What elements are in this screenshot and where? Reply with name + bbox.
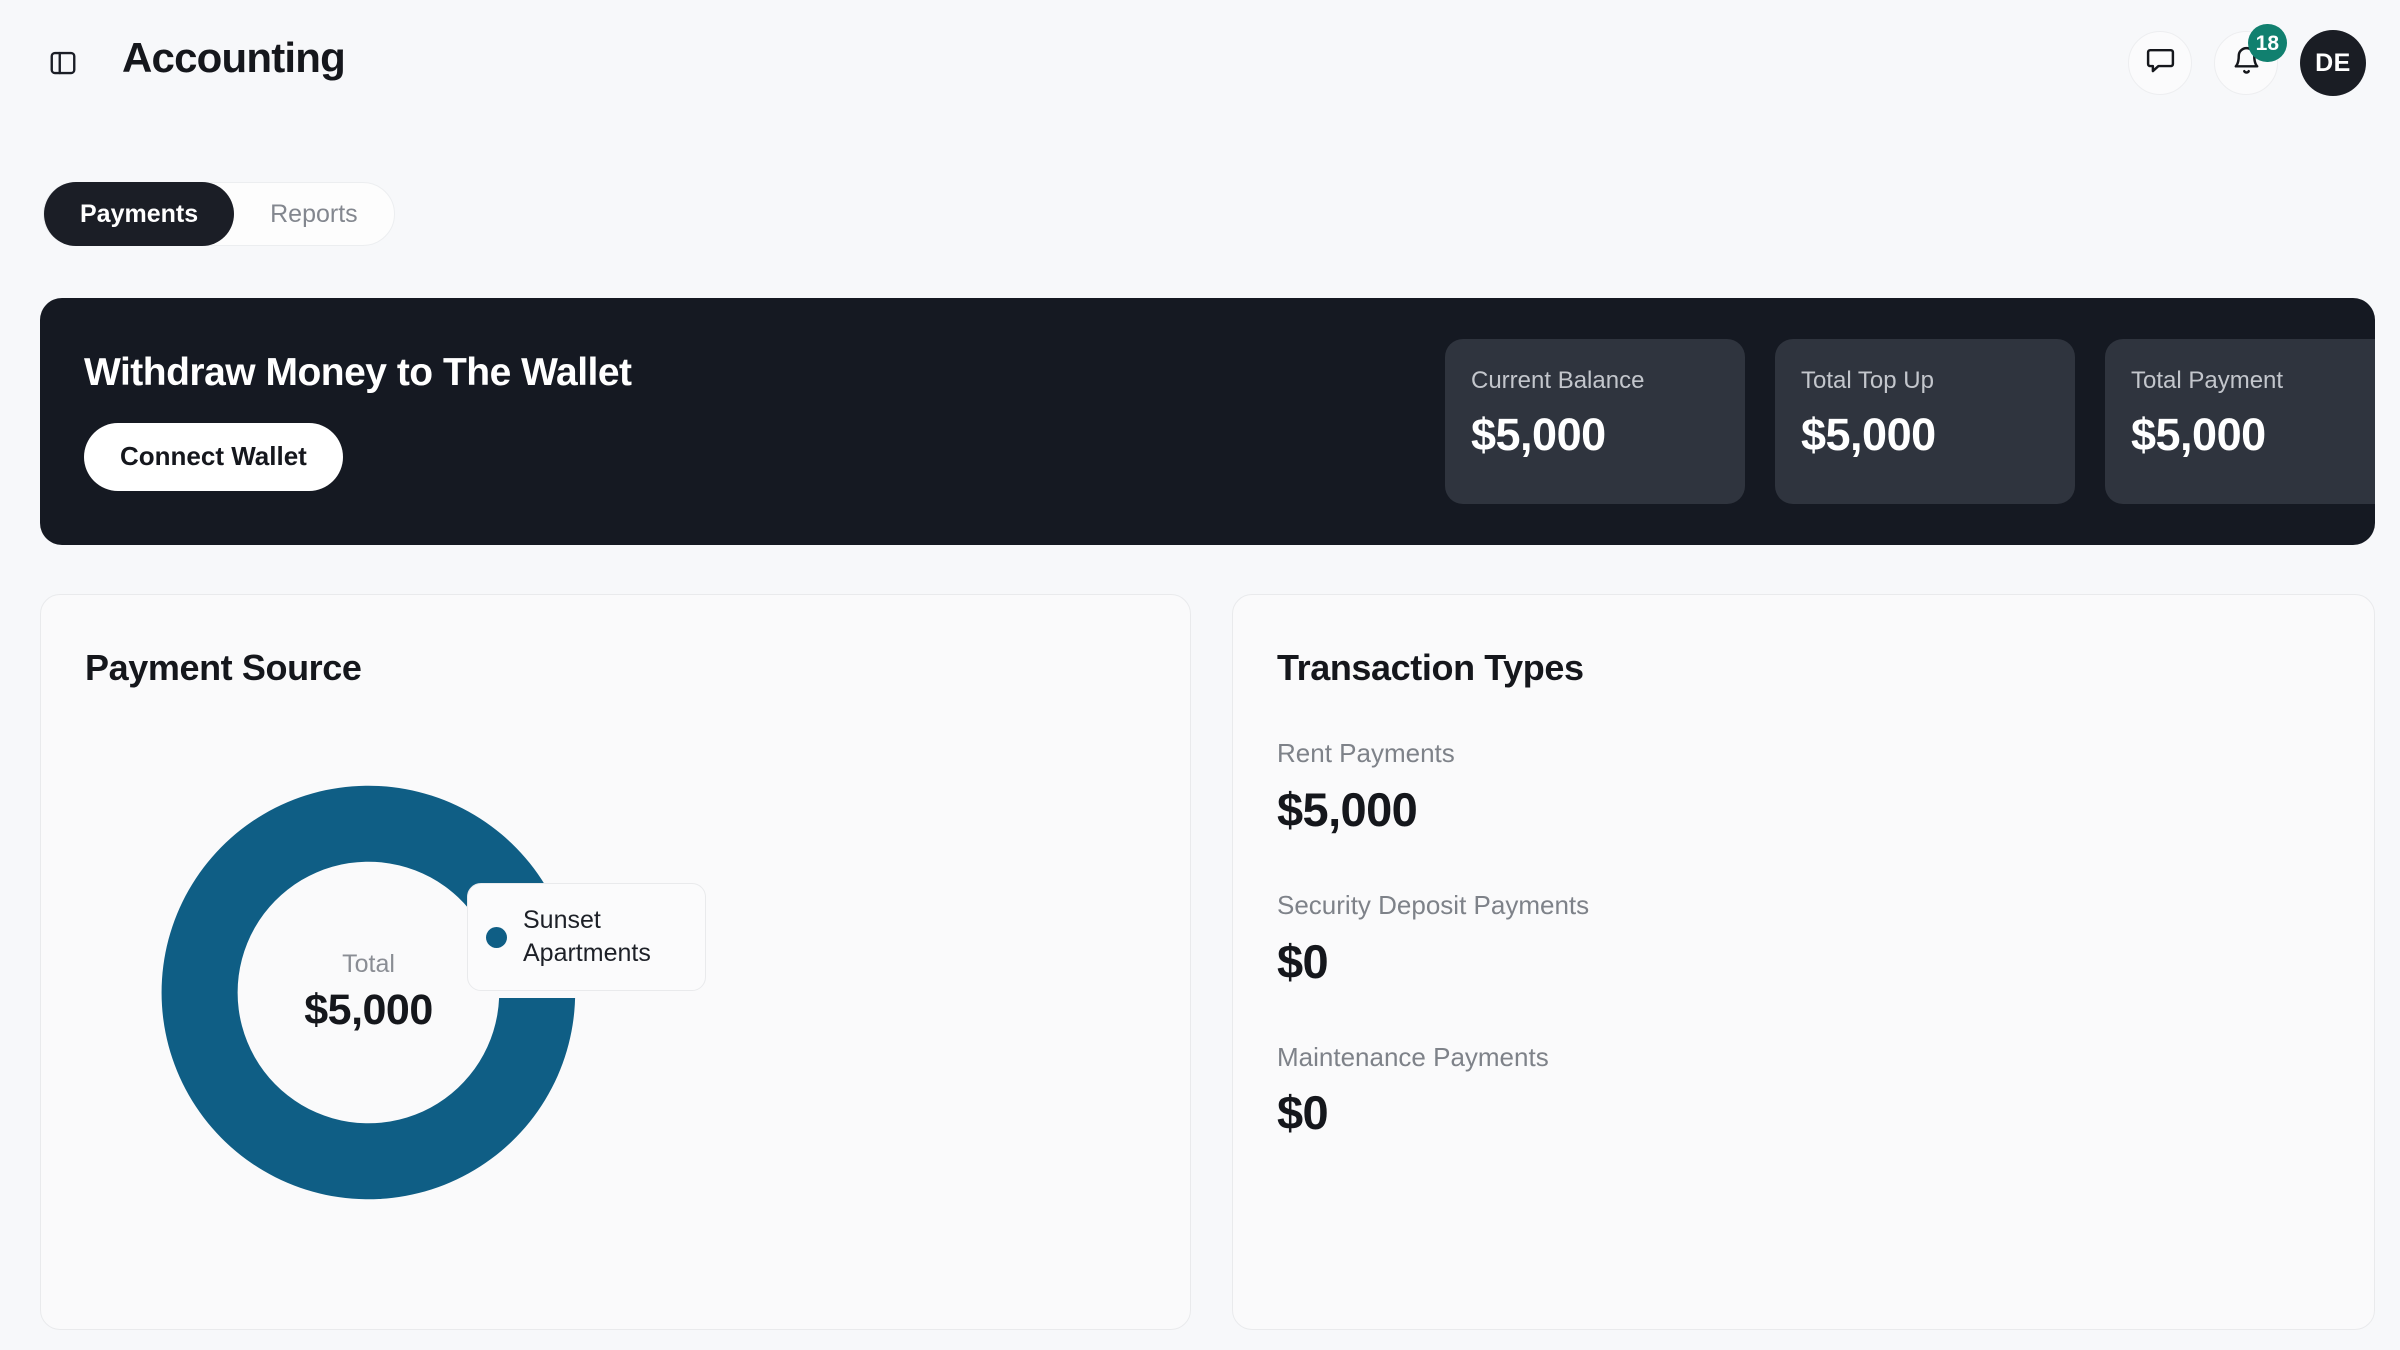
transaction-type-rent-payments: Rent Payments $5,000 <box>1277 737 2330 837</box>
transaction-types-title: Transaction Types <box>1277 647 1584 688</box>
stat-value: $5,000 <box>1471 408 1606 460</box>
banner-stats: Current Balance $5,000 Total Top Up $5,0… <box>1445 339 2375 504</box>
notification-badge: 18 <box>2247 24 2287 62</box>
transaction-type-value: $0 <box>1277 934 1329 988</box>
legend-color-dot <box>486 926 507 948</box>
banner-left-block: Withdraw Money to The Wallet Connect Wal… <box>84 350 632 491</box>
payment-source-donut-chart[interactable]: Total $5,000 <box>161 785 576 1200</box>
transaction-type-value: $0 <box>1277 1086 1329 1140</box>
stat-label: Current Balance <box>1471 367 1645 394</box>
messages-button[interactable] <box>2128 31 2192 95</box>
transaction-type-label: Maintenance Payments <box>1277 1041 1549 1072</box>
transaction-type-label: Security Deposit Payments <box>1277 889 1590 920</box>
sidebar-toggle-button[interactable] <box>44 46 82 84</box>
panel-toggle-icon <box>48 48 78 83</box>
tab-reports[interactable]: Reports <box>270 199 358 228</box>
donut-segment-sunset-apartments <box>161 785 576 1200</box>
legend-item-label: Sunset Apartments <box>523 906 651 967</box>
transaction-types-card: Transaction Types Rent Payments $5,000 S… <box>1232 594 2375 1330</box>
stat-card-total-top-up: Total Top Up $5,000 <box>1775 339 2075 504</box>
transaction-types-list: Rent Payments $5,000 Security Deposit Pa… <box>1277 737 2330 1141</box>
notifications-button[interactable]: 18 <box>2214 24 2287 95</box>
withdraw-banner: Withdraw Money to The Wallet Connect Wal… <box>40 298 2375 545</box>
stat-label: Total Top Up <box>1801 367 1934 394</box>
transaction-type-maintenance-payments: Maintenance Payments $0 <box>1277 1041 2330 1141</box>
stat-value: $5,000 <box>2131 408 2266 460</box>
tab-bar: Payments Reports <box>43 182 395 246</box>
stat-card-current-balance: Current Balance $5,000 <box>1445 339 1745 504</box>
page-title: Accounting <box>122 34 346 81</box>
payment-source-card: Payment Source Total $5,000 Sunset Apart… <box>40 594 1191 1330</box>
top-bar: Accounting 18 DE <box>0 0 2400 128</box>
avatar[interactable]: DE <box>2300 30 2366 96</box>
tab-payments[interactable]: Payments <box>44 182 235 246</box>
transaction-type-value: $5,000 <box>1277 782 1418 836</box>
transaction-type-label: Rent Payments <box>1277 738 1455 768</box>
stat-card-total-payment: Total Payment $5,000 <box>2105 339 2375 504</box>
donut-legend[interactable]: Sunset Apartments <box>467 883 706 991</box>
connect-wallet-button[interactable]: Connect Wallet <box>84 422 343 491</box>
stat-value: $5,000 <box>1801 408 1936 460</box>
top-bar-actions: 18 DE <box>2128 24 2366 96</box>
transaction-type-security-deposit-payments: Security Deposit Payments $0 <box>1277 889 2330 989</box>
banner-title: Withdraw Money to The Wallet <box>84 351 632 394</box>
payment-source-title: Payment Source <box>85 647 362 688</box>
stat-label: Total Payment <box>2131 367 2284 394</box>
chat-bubble-icon <box>2145 45 2176 81</box>
donut-svg <box>161 785 576 1200</box>
